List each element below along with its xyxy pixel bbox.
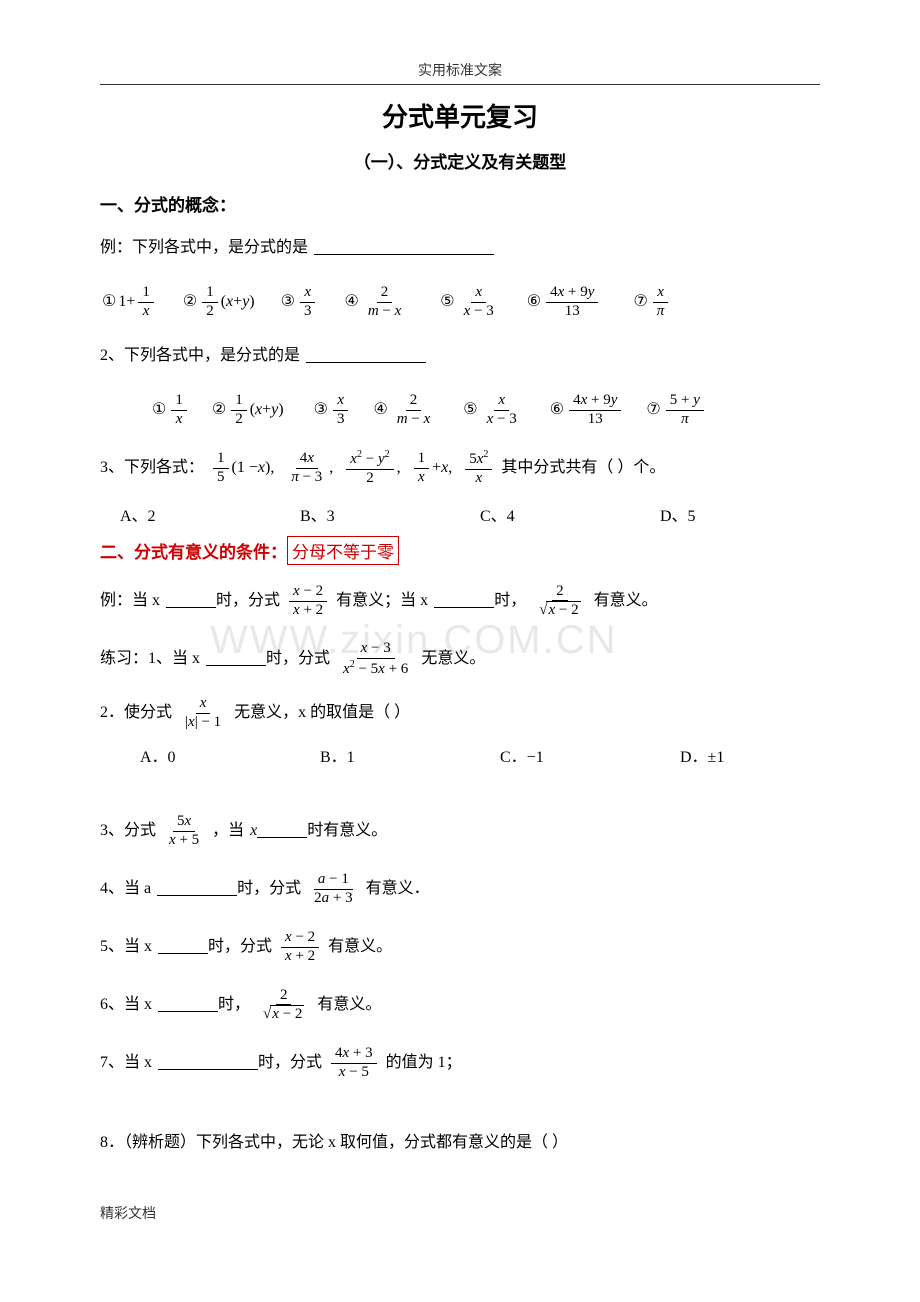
t: 2．使分式 [100,700,172,726]
s1-q2-prefix: 2、下列各式中，是分式的是 [100,343,300,369]
t: 无意义，x 的取值是（ ） [234,700,410,726]
t: 7、当 x [100,1050,152,1076]
s2-p2: 2．使分式 x|x| − 1 无意义，x 的取值是（ ） [100,693,820,733]
opt-c: C、4 [460,502,640,526]
page-header: 实用标准文案 [100,60,820,85]
t: 时，分式 [266,646,330,672]
s2-head-prefix: 二、分式有意义的条件： [100,543,287,562]
doc-title: 分式单元复习 [100,97,820,134]
blank [158,998,218,1012]
t: 时，分式 [208,934,272,960]
s2-p2-opts: A．0 B．1 C．−1 D．±1 [100,743,820,767]
opt-d: D．±1 [640,743,820,767]
t: 例：当 x [100,588,160,614]
blank [158,940,208,954]
opt-a: A、2 [100,502,280,526]
content-area: 分式单元复习 （一）、分式定义及有关题型 一、分式的概念： 例：下列各式中，是分… [100,97,820,1163]
s1-q2: 2、下列各式中，是分式的是 [100,336,820,376]
t: 8．（辨析题）下列各式中，无论 x 取何值，分式都有意义的是（ ） [100,1130,568,1156]
s2-p4: 4、当 a 时，分式 a − 12a + 3 有意义． [100,865,820,913]
section2-head: 二、分式有意义的条件：分母不等于零 [100,536,820,565]
t: 时， [218,992,250,1018]
opt-c: C．−1 [460,743,640,767]
opt-a: A．0 [100,743,280,767]
s2-p6: 6、当 x 时， 2√x − 2 有意义。 [100,981,820,1029]
doc-subtitle: （一）、分式定义及有关题型 [100,148,820,173]
t: 有意义。 [328,934,392,960]
blank [166,594,216,608]
s1-q3-opts: A、2 B、3 C、4 D、5 [100,502,820,526]
opt-b: B、3 [280,502,460,526]
s2-p5: 5、当 x 时，分式 x − 2x + 2 有意义。 [100,923,820,971]
s1-q3: 3、下列各式： 15(1 − x), 4xπ − 3, x2 − y22, 1x… [100,444,820,492]
blank [257,824,307,838]
t: 时有意义。 [307,818,387,844]
s1-example: 例：下列各式中，是分式的是 [100,228,820,268]
page-footer: 精彩文档 [100,1203,820,1223]
s1-q3-suffix: 其中分式共有（ ）个。 [501,455,665,481]
blank [157,882,237,896]
opt-d: D、5 [640,502,820,526]
blank [306,349,426,363]
opt-b: B．1 [280,743,460,767]
t: 5、当 x [100,934,152,960]
t: 时， [494,588,526,614]
s2-ex: 例：当 x 时，分式 x − 2x + 2 有意义；当 x 时， 2√x − 2… [100,577,820,625]
t: 有意义． [366,876,430,902]
t: 的值为 1； [386,1050,462,1076]
s2-head-box: 分母不等于零 [287,536,399,565]
s2-p3: 3、分式 5xx + 5 ，当 x 时有意义。 [100,807,820,855]
t: 3、分式 [100,818,156,844]
s2-p8: 8．（辨析题）下列各式中，无论 x 取何值，分式都有意义的是（ ） [100,1123,820,1163]
s1-q2-options: ①1x ②12(x + y) ③x3 ④2m − x ⑤xx − 3 ⑥4x +… [100,386,820,434]
blank [434,594,494,608]
s2-p1: 练习：1、当 x 时，分式 x − 3x2 − 5x + 6 无意义。 [100,635,820,683]
t: 有意义。 [594,588,658,614]
blank [206,652,266,666]
s1-q3-prefix: 3、下列各式： [100,455,204,481]
section1-head: 一、分式的概念： [100,191,820,216]
t: 时，分式 [258,1050,322,1076]
t: 4、当 a [100,876,151,902]
t: 练习：1、当 x [100,646,200,672]
blank [314,241,494,255]
t: 时，分式 [237,876,301,902]
t: ，当 [212,818,244,844]
t: 无意义。 [421,646,485,672]
s2-p7: 7、当 x 时，分式 4x + 3x − 5 的值为 1； [100,1039,820,1087]
t: 时，分式 [216,588,280,614]
s1-ex-options: ①1+1x ②12(x + y) ③x3 ④2m − x ⑤xx − 3 ⑥4x… [100,278,820,326]
t: 有意义。 [317,992,381,1018]
s1-ex-prefix: 例：下列各式中，是分式的是 [100,235,308,261]
blank [158,1056,258,1070]
t: 有意义；当 x [336,588,428,614]
t: 6、当 x [100,992,152,1018]
